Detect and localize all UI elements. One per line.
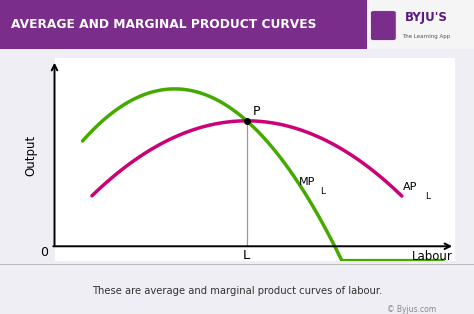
Text: MP: MP (299, 177, 315, 187)
Text: These are average and marginal product curves of labour.: These are average and marginal product c… (92, 286, 382, 296)
Text: © Byjus.com: © Byjus.com (387, 305, 436, 314)
Text: AP: AP (403, 182, 417, 192)
Text: BYJU'S: BYJU'S (405, 11, 447, 24)
Text: L: L (425, 192, 430, 201)
Text: The Learning App: The Learning App (402, 34, 450, 39)
Text: 0: 0 (40, 246, 48, 259)
Text: AVERAGE AND MARGINAL PRODUCT CURVES: AVERAGE AND MARGINAL PRODUCT CURVES (11, 18, 317, 31)
Text: L: L (243, 249, 250, 262)
Text: P: P (253, 106, 260, 118)
Text: L: L (320, 187, 325, 196)
Text: Output: Output (24, 135, 37, 176)
Text: Labour: Labour (412, 250, 453, 263)
FancyBboxPatch shape (371, 11, 396, 41)
